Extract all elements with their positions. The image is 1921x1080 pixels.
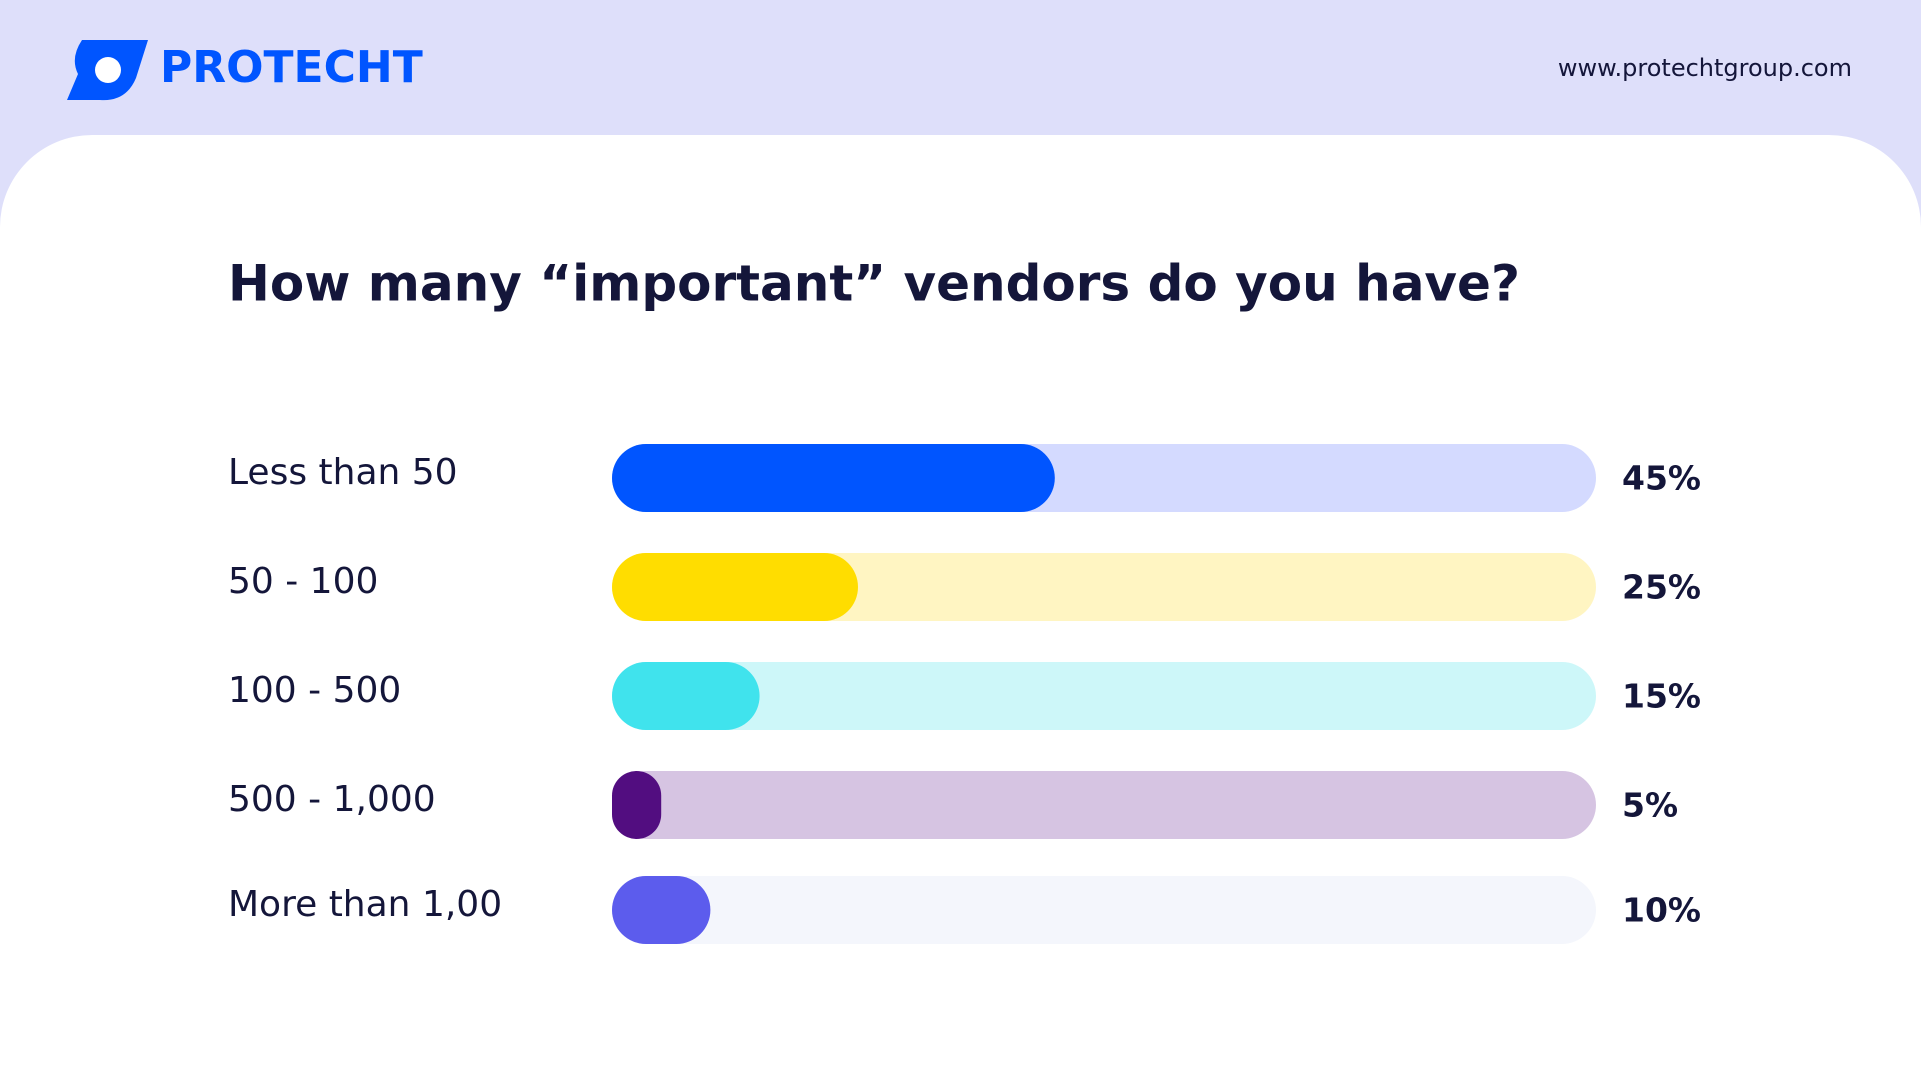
value-label: 5% [1622, 786, 1678, 825]
bar-track [612, 662, 1596, 730]
url: www.protechtgroup.com [1558, 54, 1852, 82]
category-label: More than 1,00 [228, 884, 502, 925]
category-label: 100 - 500 [228, 670, 401, 711]
bar [612, 553, 858, 621]
bar-track [612, 553, 1596, 621]
category-label: 50 - 100 [228, 561, 378, 602]
value-label: 15% [1622, 677, 1701, 716]
bar [612, 444, 1055, 512]
bar-track [612, 771, 1596, 839]
brand: PROTECHT [160, 42, 423, 93]
category-label: Less than 50 [228, 452, 458, 493]
bar-track [612, 876, 1596, 944]
value-label: 45% [1622, 459, 1701, 498]
value-label: 25% [1622, 568, 1701, 607]
value-label: 10% [1622, 891, 1701, 930]
bar [612, 876, 711, 944]
chart-title: How many “important” vendors do you have… [228, 255, 1520, 313]
logo [67, 40, 148, 101]
category-label: 500 - 1,000 [228, 779, 436, 820]
bar [612, 662, 760, 730]
bar [612, 771, 662, 839]
